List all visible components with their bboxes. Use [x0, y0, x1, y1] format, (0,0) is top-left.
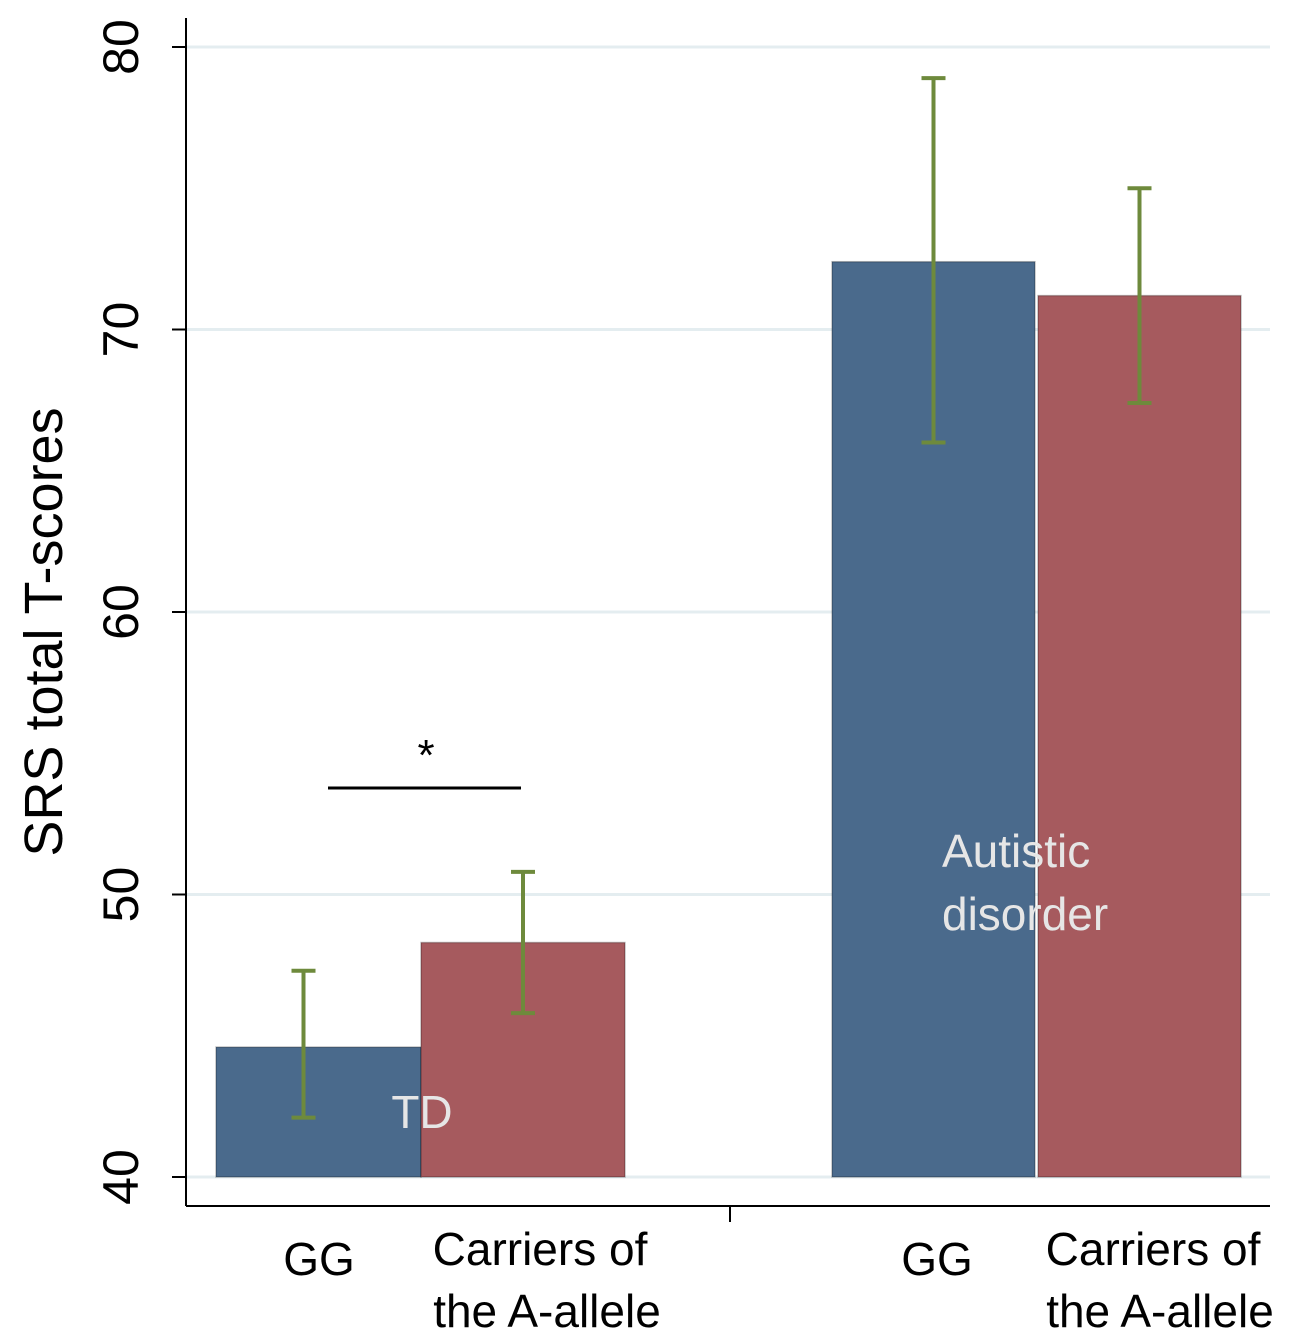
bars: [216, 262, 1241, 1177]
xtick-label-ad-carrier-line1: Carriers of: [1046, 1223, 1261, 1275]
group-label-td: TD: [391, 1086, 452, 1138]
xtick-label-td-carrier-line2: the A-allele: [433, 1285, 661, 1331]
group-label-disorder: disorder: [942, 888, 1108, 940]
xtick-label-td-gg: GG: [283, 1233, 355, 1285]
y-tick-label: 70: [93, 302, 149, 358]
y-tick-label: 60: [93, 584, 149, 640]
y-tick-label: 80: [93, 19, 149, 75]
bar: [1038, 296, 1241, 1177]
bar: [216, 1047, 421, 1177]
y-axis-label: SRS total T-scores: [14, 407, 74, 856]
xtick-label-ad-gg: GG: [901, 1233, 973, 1285]
y-ticks: 40 50 60 70 80: [93, 19, 186, 1205]
y-tick-label: 50: [93, 867, 149, 923]
significance-marker: *: [417, 731, 434, 780]
group-label-autistic: Autistic: [942, 825, 1090, 877]
xtick-label-td-carrier-line1: Carriers of: [433, 1223, 648, 1275]
xtick-label-ad-carrier-line2: the A-allele: [1046, 1285, 1274, 1331]
y-tick-label: 40: [93, 1149, 149, 1205]
